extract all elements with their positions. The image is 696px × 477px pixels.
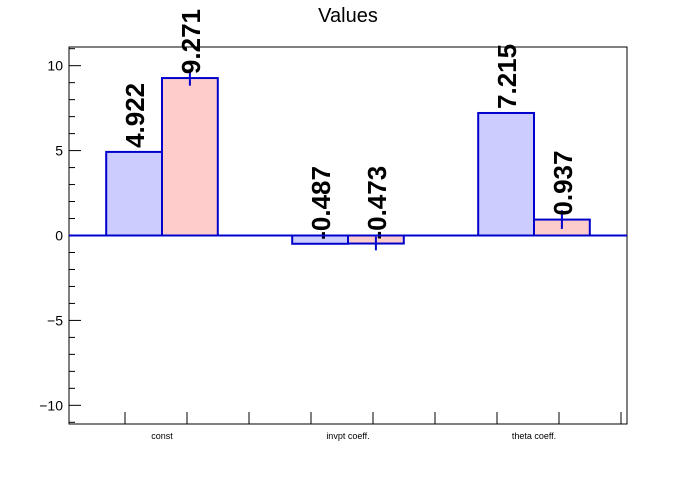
data-label: 4.922 xyxy=(120,83,150,148)
y-tick-label: −5 xyxy=(47,312,63,328)
bar xyxy=(105,150,163,237)
data-label: 9.271 xyxy=(176,9,206,74)
data-label: 7.215 xyxy=(492,44,522,109)
y-tick-label: 0 xyxy=(55,228,63,244)
data-label: 0.937 xyxy=(548,151,578,216)
y-tick-label: −10 xyxy=(39,397,63,413)
bar xyxy=(161,77,219,237)
data-label: -0.473 xyxy=(362,166,392,240)
bar xyxy=(477,111,536,237)
x-category-label: theta coeff. xyxy=(512,431,556,441)
x-category-label: invpt coeff. xyxy=(326,431,369,441)
x-category-label: const xyxy=(151,431,173,441)
chart-title: Values xyxy=(318,5,378,27)
y-tick-label: 5 xyxy=(55,143,63,159)
y-tick-label: 10 xyxy=(47,58,63,74)
data-label: -0.487 xyxy=(306,166,336,240)
